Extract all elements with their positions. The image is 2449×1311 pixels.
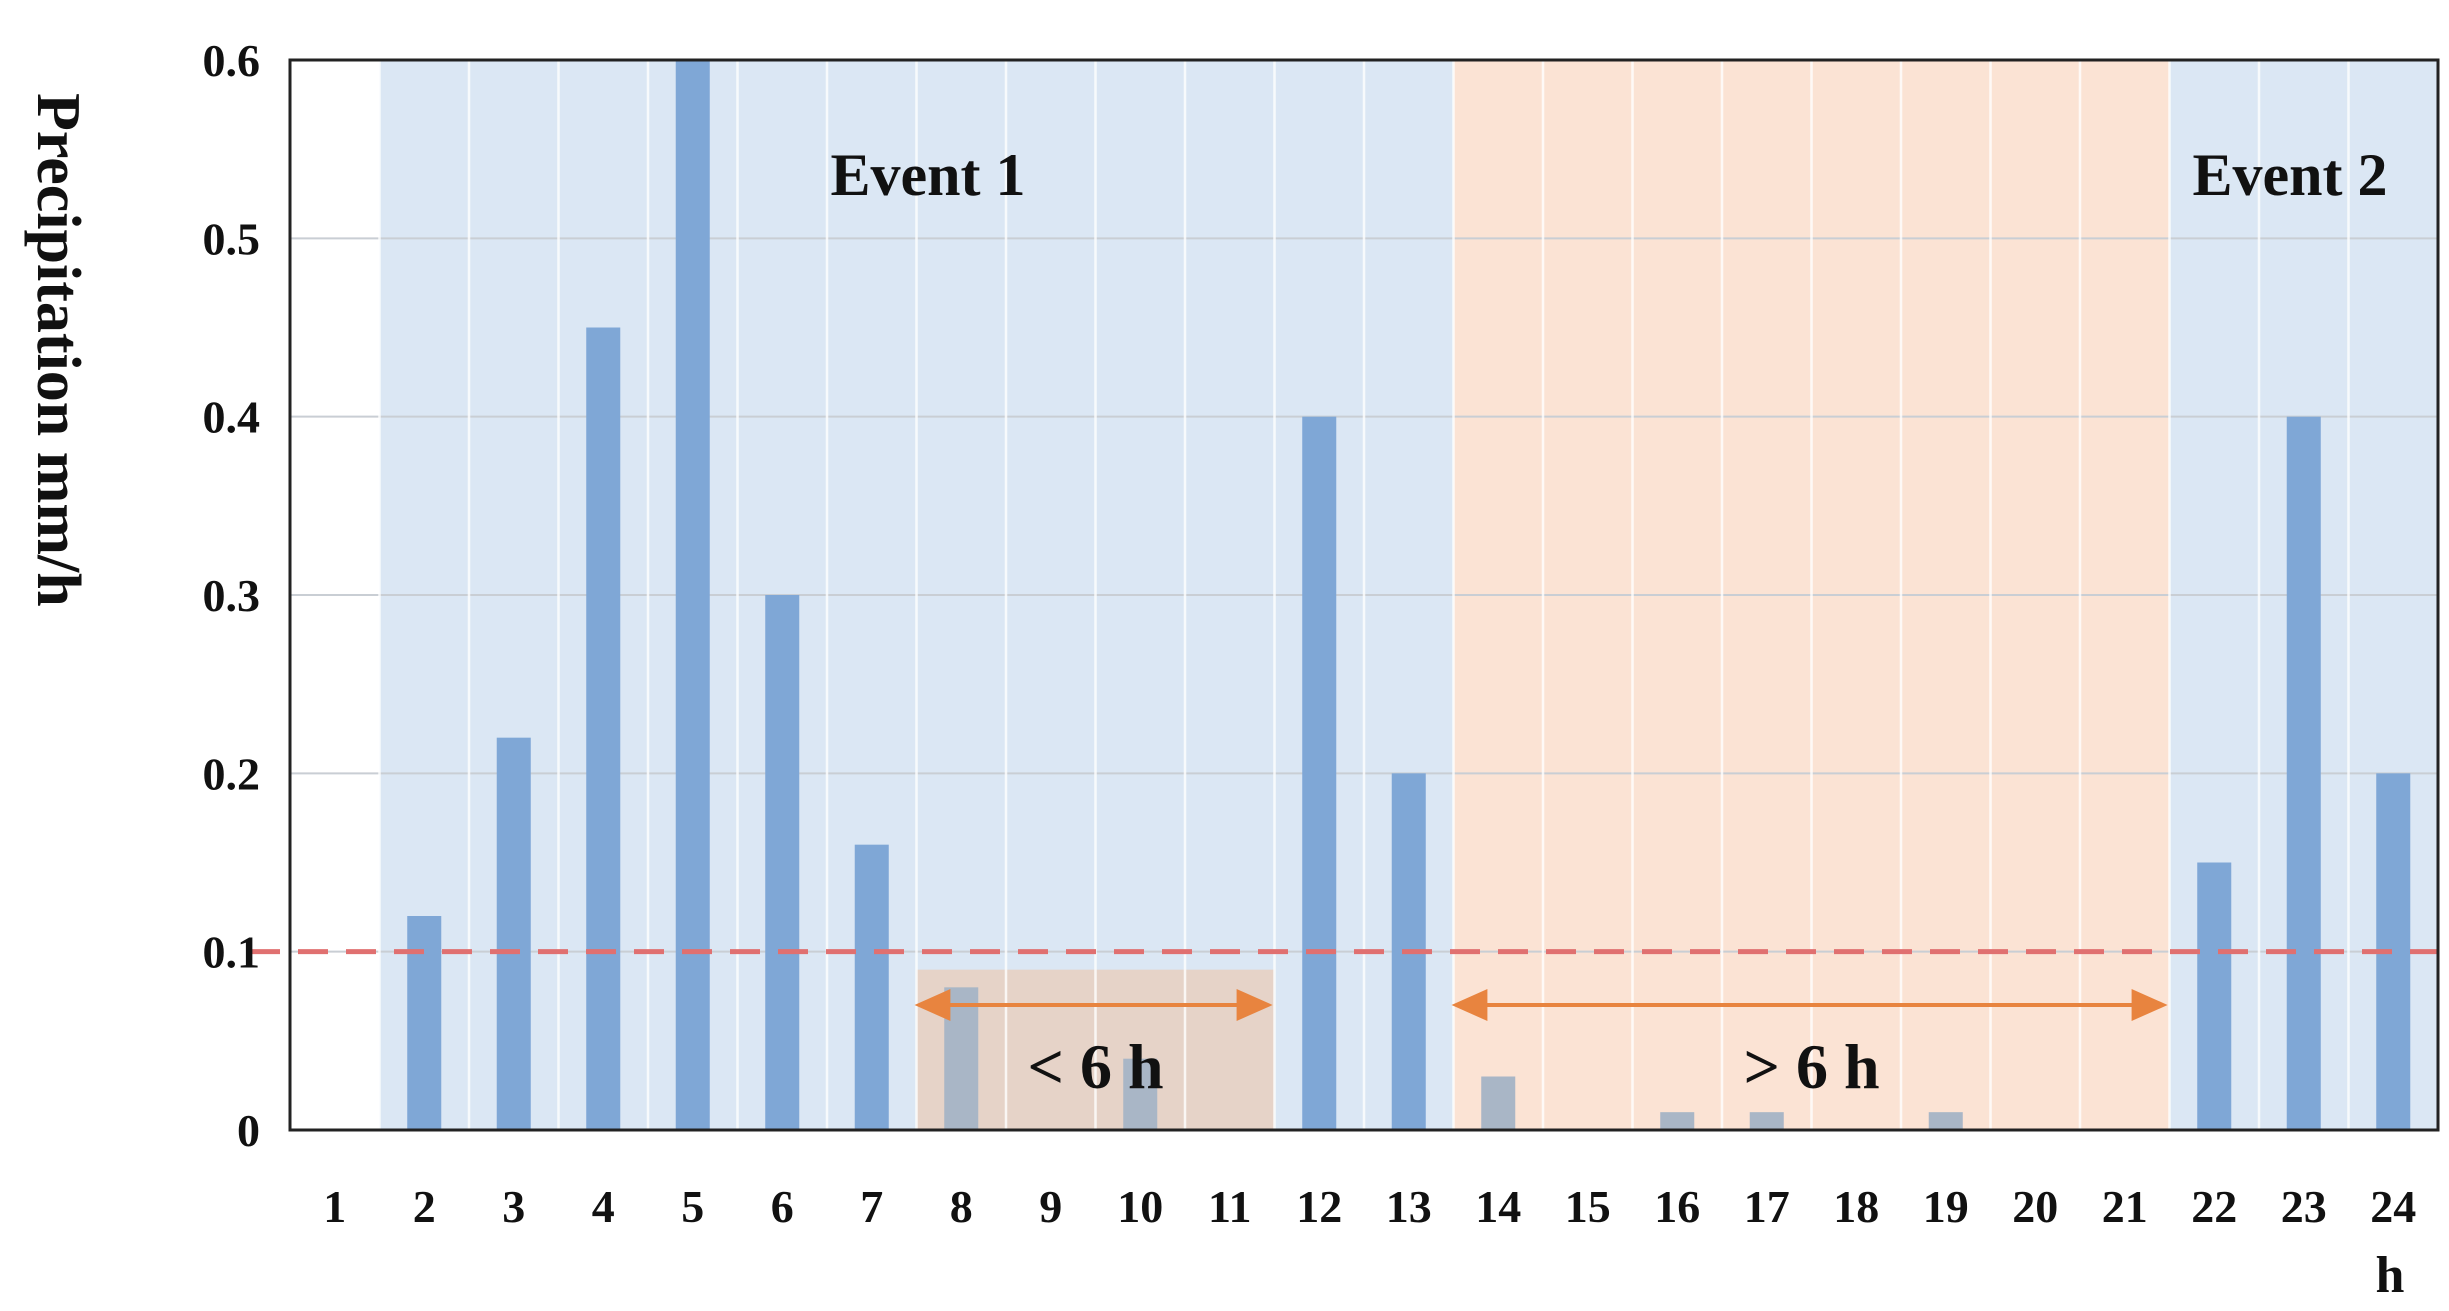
y-tick-label-4: 0.4: [203, 392, 261, 443]
y-tick-label-3: 0.3: [203, 570, 261, 621]
x-tick-label-24: 24: [2370, 1181, 2416, 1232]
x-tick-label-23: 23: [2281, 1181, 2327, 1232]
x-tick-label-2: 2: [413, 1181, 436, 1232]
x-axis-label: h: [2376, 1247, 2405, 1304]
bar-10: [1123, 1058, 1158, 1130]
y-tick-label-0: 0: [237, 1105, 260, 1156]
bar-16: [1660, 1112, 1695, 1130]
x-tick-label-14: 14: [1475, 1181, 1521, 1232]
x-tick-label-1: 1: [323, 1181, 346, 1232]
x-tick-label-17: 17: [1744, 1181, 1790, 1232]
x-tick-label-16: 16: [1654, 1181, 1700, 1232]
x-tick-label-7: 7: [860, 1181, 883, 1232]
bar-5: [675, 60, 710, 1130]
bar-2: [407, 916, 442, 1130]
y-axis-label: Precipitation mm/h: [24, 93, 92, 607]
x-tick-label-4: 4: [592, 1181, 615, 1232]
y-tick-label-6: 0.6: [203, 35, 261, 86]
region-label-event-1: Event 1: [831, 142, 1026, 208]
bar-22: [2197, 862, 2232, 1130]
bar-6: [765, 595, 800, 1130]
bar-17: [1749, 1112, 1784, 1130]
bar-7: [854, 844, 889, 1130]
x-tick-label-3: 3: [502, 1181, 525, 1232]
x-tick-label-15: 15: [1565, 1181, 1611, 1232]
x-tick-label-13: 13: [1386, 1181, 1432, 1232]
x-tick-label-6: 6: [771, 1181, 794, 1232]
duration-label-1: < 6 h: [1027, 1031, 1163, 1102]
x-tick-label-11: 11: [1208, 1181, 1251, 1232]
y-tick-label-5: 0.5: [203, 213, 261, 264]
x-tick-label-10: 10: [1117, 1181, 1163, 1232]
x-tick-label-20: 20: [2012, 1181, 2058, 1232]
x-tick-label-18: 18: [1833, 1181, 1879, 1232]
duration-label-2: > 6 h: [1743, 1031, 1879, 1102]
x-tick-label-21: 21: [2102, 1181, 2148, 1232]
bar-14: [1481, 1076, 1516, 1130]
y-tick-label-1: 0.1: [203, 927, 261, 978]
bar-4: [586, 327, 621, 1130]
region-label-event-2: Event 2: [2193, 142, 2388, 208]
plot-frame: [288, 58, 2440, 1132]
bar-3: [496, 737, 531, 1130]
x-tick-label-8: 8: [950, 1181, 973, 1232]
y-tick-label-2: 0.2: [203, 748, 261, 799]
x-tick-label-19: 19: [1923, 1181, 1969, 1232]
bar-19: [1928, 1112, 1963, 1130]
bar-23: [2286, 416, 2321, 1131]
x-tick-label-9: 9: [1039, 1181, 1062, 1232]
x-tick-label-22: 22: [2191, 1181, 2237, 1232]
x-tick-label-5: 5: [681, 1181, 704, 1232]
bar-8: [944, 987, 979, 1130]
bar-12: [1302, 416, 1337, 1131]
x-tick-label-12: 12: [1296, 1181, 1342, 1232]
